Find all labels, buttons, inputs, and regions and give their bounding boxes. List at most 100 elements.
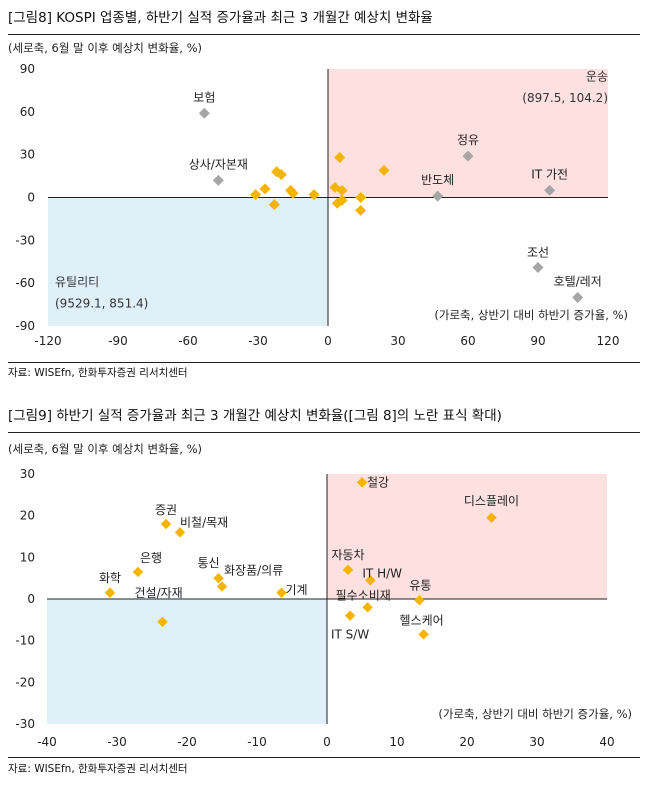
point-label: 자동차: [331, 548, 364, 562]
x-tick-label: -90: [108, 334, 128, 348]
scatter-point-marker: [259, 183, 271, 195]
x-tick-label: 20: [459, 735, 474, 749]
figure-9-title-rule: [8, 432, 640, 433]
x-tick-label: -10: [247, 735, 267, 749]
scatter-point-marker: [250, 189, 262, 201]
y-tick-label: 30: [20, 148, 35, 162]
point-label: 조선: [527, 245, 549, 259]
upper-right-quadrant-shading: [327, 474, 607, 599]
y-tick-label: 0: [27, 592, 35, 606]
y-axis-label: (세로축, 6월 말 이후 예상치 변화율, %): [8, 41, 202, 55]
y-tick-label: -30: [15, 717, 35, 731]
y-tick-label: -90: [15, 319, 35, 333]
figure-8-title-rule: [8, 34, 640, 35]
upper-right-quadrant-shading: [328, 69, 608, 198]
scatter-point-marker: [362, 602, 373, 613]
x-tick-label: -30: [248, 334, 268, 348]
x-tick-label: 90: [530, 334, 545, 348]
y-tick-label: -20: [15, 675, 35, 689]
x-tick-label: 120: [597, 334, 620, 348]
outlier-annotation: 운송: [586, 69, 608, 83]
scatter-point-marker: [572, 291, 584, 303]
scatter-point-marker: [132, 566, 144, 578]
point-label: 호텔/레저: [554, 274, 602, 288]
figure-8-bottom-rule: [8, 362, 640, 363]
scatter-point-marker: [355, 204, 367, 216]
scatter-point-marker: [365, 575, 376, 586]
point-label: IT 가전: [531, 167, 568, 181]
outlier-annotation: 유틸리티: [55, 275, 99, 289]
scatter-point-marker: [432, 190, 444, 202]
x-tick-label: 30: [390, 334, 405, 348]
figure-8-title: [그림8] KOSPI 업종별, 하반기 실적 증가율과 최근 3 개월간 예상…: [8, 10, 433, 26]
y-tick-label: 20: [20, 509, 35, 523]
scatter-point-marker: [486, 512, 497, 523]
y-tick-label: 60: [20, 105, 35, 119]
scatter-point-marker: [308, 189, 320, 201]
x-tick-label: -120: [34, 334, 61, 348]
scatter-point-marker: [334, 152, 346, 164]
point-label: 기계: [286, 583, 308, 597]
scatter-point-marker: [212, 174, 224, 186]
scatter-point-marker: [462, 150, 474, 162]
point-label: 필수소비재: [336, 588, 391, 602]
x-tick-label: -20: [177, 735, 197, 749]
scatter-point-marker: [544, 184, 556, 196]
figure-9-title: [그림9] 하반기 실적 증가율과 최근 3 개월간 예상치 변화율([그림 8…: [8, 408, 502, 424]
scatter-point-marker: [378, 164, 390, 176]
point-label: 건설/자재: [135, 586, 183, 600]
scatter-point-marker: [356, 477, 368, 488]
scatter-point-marker: [418, 629, 429, 640]
x-axis-label: (가로축, 상반기 대비 하반기 증가율, %): [438, 707, 632, 721]
point-label: IT H/W: [362, 566, 402, 580]
point-label: 화학: [99, 571, 121, 585]
y-tick-label: -60: [15, 276, 35, 290]
point-label: IT S/W: [331, 628, 369, 642]
point-label: 반도체: [421, 173, 454, 187]
figure-9-scatter-chart: -40 -30 -20 -10 0 10 20 30 40-30-20-100102030(세로…: [8, 442, 632, 749]
y-tick-label: 0: [27, 191, 35, 205]
point-label: 철강: [367, 475, 389, 489]
point-label: 상사/자본재: [189, 157, 248, 171]
outlier-annotation: (9529.1, 851.4): [55, 296, 148, 310]
point-label: 은행: [140, 550, 162, 565]
scatter-point-marker: [275, 169, 287, 181]
lower-left-quadrant-shading: [48, 197, 328, 326]
point-label: 정유: [457, 133, 479, 147]
scatter-point-marker: [104, 587, 116, 598]
y-tick-label: 90: [20, 62, 35, 76]
x-tick-label: 30: [529, 735, 544, 749]
point-label: 디스플레이: [464, 494, 519, 508]
x-tick-label: 0: [324, 334, 332, 348]
figure-9-bottom-rule: [8, 757, 640, 758]
point-label: 통신: [197, 556, 219, 570]
x-tick-label: -60: [178, 334, 198, 348]
x-tick-label: 10: [389, 735, 404, 749]
point-label: 비철/목재: [180, 515, 228, 529]
scatter-point-marker: [344, 610, 356, 621]
y-axis-label: (세로축, 6월 말 이후 예상치 변화율, %): [8, 442, 202, 456]
point-label: 화장품/의류: [224, 564, 283, 578]
y-tick-label: 10: [20, 550, 35, 564]
figure-9-source: 자료: WISEfn, 한화투자증권 리서치센터: [8, 763, 188, 775]
scatter-point-marker: [532, 261, 544, 273]
outlier-annotation: (897.5, 104.2): [522, 91, 608, 105]
point-label: 보험: [193, 90, 215, 104]
y-tick-label: 30: [20, 467, 35, 481]
figure-8-source: 자료: WISEfn, 한화투자증권 리서치센터: [8, 367, 188, 379]
scatter-point-marker: [287, 187, 299, 199]
x-tick-label: 40: [599, 735, 614, 749]
point-label: 헬스케어: [400, 613, 444, 627]
y-tick-label: -10: [15, 634, 35, 648]
scatter-point-marker: [414, 595, 425, 606]
figure-8-scatter-chart: -120 -90 -60 -30 0 30 60 90 120-90-60-300306090(…: [8, 41, 628, 348]
point-label: 증권: [155, 503, 177, 517]
scatter-point-marker: [355, 192, 367, 203]
x-tick-label: -30: [107, 735, 127, 749]
point-label: 유통: [409, 578, 431, 592]
scatter-point-marker: [216, 581, 228, 592]
x-tick-label: 60: [460, 334, 475, 348]
scatter-point-marker: [268, 199, 280, 211]
y-tick-label: -30: [15, 233, 35, 247]
scatter-point-marker: [331, 197, 343, 209]
